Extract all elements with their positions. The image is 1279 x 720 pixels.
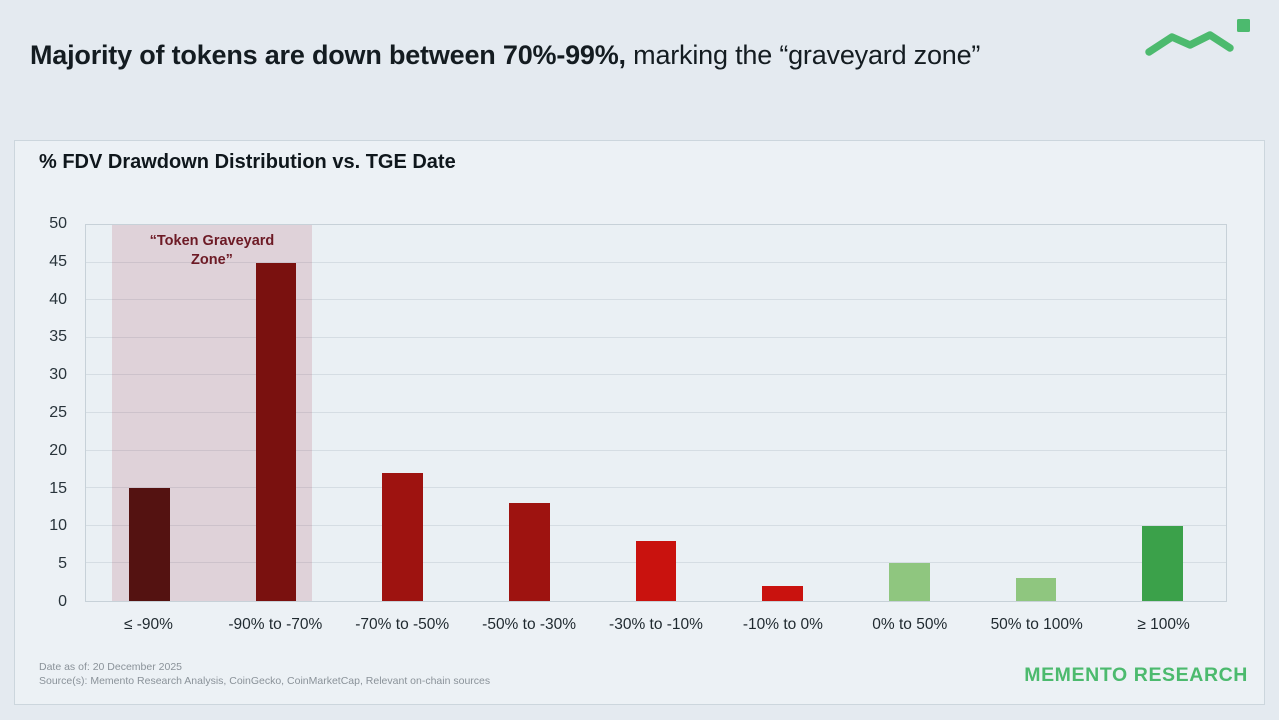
gridline bbox=[86, 524, 1226, 526]
y-axis-tick-label: 0 bbox=[58, 593, 67, 610]
x-axis: ≤ -90% -90% to -70% -70% to -50% -50% to -3… bbox=[85, 616, 1227, 634]
x-axis-label: 0% to 50% bbox=[872, 616, 948, 633]
bar bbox=[129, 488, 170, 601]
bar-slot bbox=[846, 225, 973, 601]
bar-slot bbox=[1099, 225, 1226, 601]
x-axis-label: -50% to -30% bbox=[482, 616, 577, 633]
x-axis-label: 50% to 100% bbox=[990, 616, 1083, 633]
x-axis-label: -30% to -10% bbox=[609, 616, 703, 633]
bar-slot bbox=[339, 225, 466, 601]
bar bbox=[509, 503, 550, 601]
bar-slot bbox=[719, 225, 846, 601]
gridline bbox=[86, 299, 1226, 301]
graveyard-zone-label: “Token Graveyard Zone” bbox=[149, 233, 275, 268]
y-axis-tick-label: 50 bbox=[49, 215, 67, 232]
bar bbox=[635, 540, 677, 601]
y-axis-tick-label: 40 bbox=[49, 290, 67, 308]
gridline bbox=[86, 412, 1226, 413]
bar bbox=[762, 585, 803, 601]
bar bbox=[255, 262, 297, 601]
bar bbox=[1142, 525, 1183, 601]
x-axis-label: -90% to -70% bbox=[228, 616, 323, 633]
bar bbox=[382, 473, 423, 601]
bar bbox=[1015, 578, 1057, 601]
y-axis-tick-label: 20 bbox=[49, 441, 67, 459]
y-axis: 0 5 10 15 20 25 30 35 40 45 50 bbox=[15, 215, 77, 610]
bar-slot bbox=[86, 225, 213, 601]
bar-slot bbox=[593, 225, 720, 601]
bar-slot bbox=[466, 225, 593, 601]
chart-title: % FDV Drawdown Distribution vs. TGE Date bbox=[39, 151, 456, 173]
page-title-regular: marking the “graveyard zone” bbox=[625, 40, 981, 70]
bar-slot bbox=[213, 225, 340, 601]
footnotes: Date as of: 20 December 2025 Source(s): … bbox=[39, 660, 490, 689]
bar-series bbox=[86, 225, 1226, 601]
date-note: Date as of: 20 December 2025 bbox=[39, 660, 183, 673]
y-axis-tick-label: 35 bbox=[49, 328, 67, 346]
gridline bbox=[86, 261, 1226, 263]
chart-card: % FDV Drawdown Distribution vs. TGE Date… bbox=[14, 140, 1265, 705]
gridline bbox=[86, 487, 1226, 489]
x-axis-label: ≤ -90% bbox=[123, 616, 173, 633]
y-axis-tick-label: 30 bbox=[49, 366, 67, 384]
memento-logo-icon bbox=[1143, 12, 1251, 62]
gridline bbox=[86, 374, 1226, 376]
page-title: Majority of tokens are down between 70%-… bbox=[30, 36, 1095, 75]
x-axis-label: -70% to -50% bbox=[355, 616, 450, 633]
source-note: Source(s): Memento Research Analysis, Co… bbox=[39, 675, 491, 688]
gridline bbox=[86, 336, 1226, 338]
bar bbox=[889, 563, 930, 601]
y-axis-tick-label: 25 bbox=[49, 404, 67, 421]
plot-area: “Token Graveyard Zone” bbox=[85, 224, 1227, 602]
x-axis-label: -10% to 0% bbox=[742, 616, 823, 633]
x-axis-label: ≥ 100% bbox=[1137, 616, 1190, 633]
gridline bbox=[86, 449, 1226, 451]
y-axis-tick-label: 5 bbox=[58, 555, 67, 573]
page-title-bold: Majority of tokens are down between 70%-… bbox=[30, 40, 626, 70]
y-axis-tick-label: 45 bbox=[49, 252, 67, 270]
y-axis-tick-label: 10 bbox=[49, 517, 67, 535]
bar-slot bbox=[973, 225, 1100, 601]
y-axis-tick-label: 15 bbox=[49, 479, 67, 497]
brand-name: MEMENTO RESEARCH bbox=[1024, 664, 1248, 686]
